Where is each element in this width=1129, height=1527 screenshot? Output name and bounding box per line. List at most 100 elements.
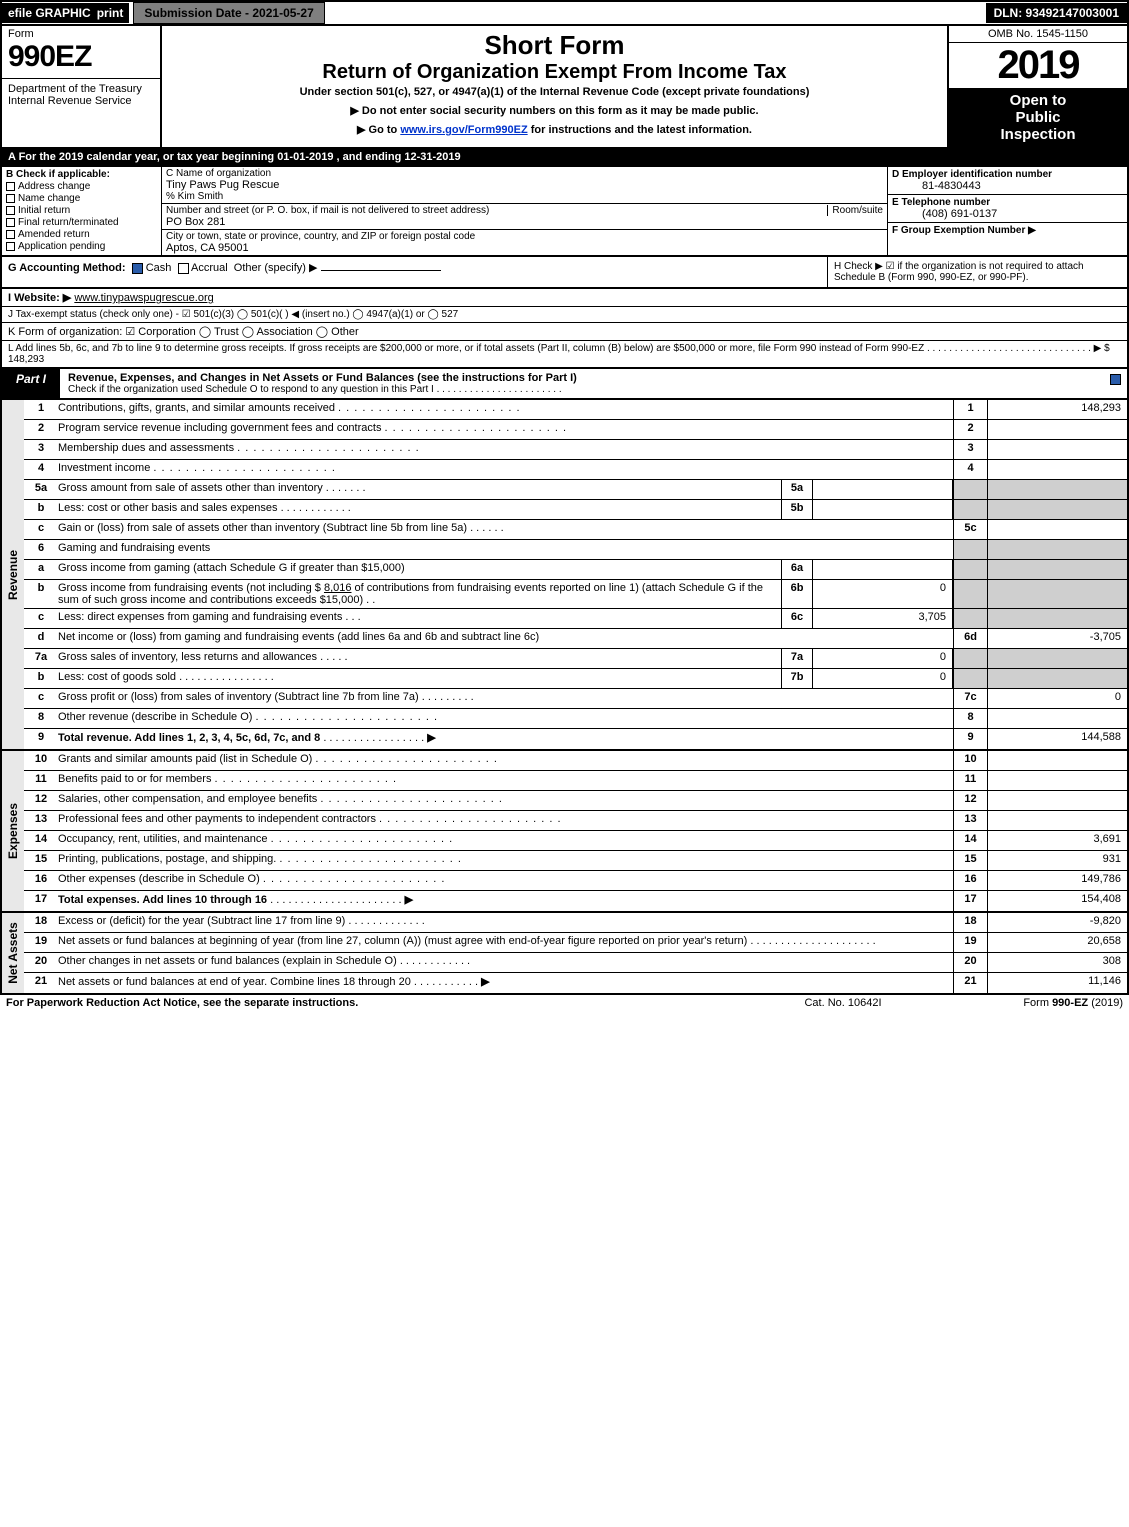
department-label: Department of the Treasury Internal Reve… <box>2 78 160 111</box>
line-6: 6 Gaming and fundraising events <box>24 540 1127 560</box>
line-5b: b Less: cost or other basis and sales ex… <box>24 500 1127 520</box>
cash-label: Cash <box>146 262 172 274</box>
section-d-e-f: D Employer identification number 81-4830… <box>887 167 1127 255</box>
netassets-block: Net Assets 18 Excess or (deficit) for th… <box>0 913 1129 995</box>
row-i: I Website: ▶ www.tinypawspugrescue.org <box>0 289 1129 307</box>
subtitle: Under section 501(c), 527, or 4947(a)(1)… <box>172 86 937 98</box>
header-left: Form 990EZ Department of the Treasury In… <box>2 26 162 147</box>
part1-schedule-o-check[interactable] <box>1097 369 1127 398</box>
line-11: 11 Benefits paid to or for members 11 <box>24 771 1127 791</box>
city-label: City or town, state or province, country… <box>166 231 883 242</box>
cb-name-change[interactable]: Name change <box>6 193 157 204</box>
line-4: 4 Investment income 4 <box>24 460 1127 480</box>
website-value: www.tinypawspugrescue.org <box>74 292 213 304</box>
group-exempt-label: F Group Exemption Number ▶ <box>892 225 1123 236</box>
line-2: 2 Program service revenue including gove… <box>24 420 1127 440</box>
cb-address-change[interactable]: Address change <box>6 181 157 192</box>
row-l: L Add lines 5b, 6c, and 7b to line 9 to … <box>0 341 1129 369</box>
line-16: 16 Other expenses (describe in Schedule … <box>24 871 1127 891</box>
section-h: H Check ▶ ☑ if the organization is not r… <box>827 257 1127 287</box>
page-footer: For Paperwork Reduction Act Notice, see … <box>0 995 1129 1011</box>
footer-left: For Paperwork Reduction Act Notice, see … <box>6 997 743 1009</box>
line-3: 3 Membership dues and assessments 3 <box>24 440 1127 460</box>
other-label: Other (specify) ▶ <box>234 262 318 274</box>
ein-label: D Employer identification number <box>892 169 1123 180</box>
phone-row: E Telephone number (408) 691-0137 <box>888 195 1127 223</box>
line-6d: d Net income or (loss) from gaming and f… <box>24 629 1127 649</box>
street-label: Number and street (or P. O. box, if mail… <box>166 205 489 216</box>
section-c: C Name of organization Tiny Paws Pug Res… <box>162 167 887 255</box>
header-center: Short Form Return of Organization Exempt… <box>162 26 947 147</box>
org-name: Tiny Paws Pug Rescue <box>166 179 883 191</box>
line-12: 12 Salaries, other compensation, and emp… <box>24 791 1127 811</box>
line-6c: c Less: direct expenses from gaming and … <box>24 609 1127 629</box>
g-label: G Accounting Method: <box>8 262 126 274</box>
org-name-label: C Name of organization <box>166 168 883 179</box>
form-header: Form 990EZ Department of the Treasury In… <box>0 26 1129 149</box>
phone-label: E Telephone number <box>892 197 1123 208</box>
group-exempt-row: F Group Exemption Number ▶ <box>888 223 1127 238</box>
line-1: 1 Contributions, gifts, grants, and simi… <box>24 400 1127 420</box>
netassets-sidelabel: Net Assets <box>2 913 24 993</box>
website-label: I Website: ▶ <box>8 292 71 304</box>
dln-number: DLN: 93492147003001 <box>986 3 1127 23</box>
line-5c: c Gain or (loss) from sale of assets oth… <box>24 520 1127 540</box>
revenue-sidelabel: Revenue <box>2 400 24 749</box>
cb-initial-return[interactable]: Initial return <box>6 205 157 216</box>
tax-year: 2019 <box>949 43 1127 88</box>
section-b: B Check if applicable: Address change Na… <box>2 167 162 255</box>
irs-link[interactable]: www.irs.gov/Form990EZ <box>400 124 527 136</box>
goto-post: for instructions and the latest informat… <box>528 124 752 136</box>
street-row: Number and street (or P. O. box, if mail… <box>162 204 887 230</box>
submission-date: Submission Date - 2021-05-27 <box>133 2 324 24</box>
cb-amended-return[interactable]: Amended return <box>6 229 157 240</box>
line-17: 17 Total expenses. Add lines 10 through … <box>24 891 1127 911</box>
footer-right: Form 990-EZ (2019) <box>943 997 1123 1009</box>
line-10: 10 Grants and similar amounts paid (list… <box>24 751 1127 771</box>
return-title: Return of Organization Exempt From Incom… <box>172 61 937 84</box>
accounting-method: G Accounting Method: Cash Accrual Other … <box>2 257 827 287</box>
city-value: Aptos, CA 95001 <box>166 242 883 254</box>
line-7c: c Gross profit or (loss) from sales of i… <box>24 689 1127 709</box>
top-bar: efile GRAPHIC print Submission Date - 20… <box>0 0 1129 26</box>
line-8: 8 Other revenue (describe in Schedule O)… <box>24 709 1127 729</box>
efile-print-block: efile GRAPHIC print <box>2 3 129 23</box>
goto-line: ▶ Go to www.irs.gov/Form990EZ for instru… <box>172 123 937 136</box>
line-6a: a Gross income from gaming (attach Sched… <box>24 560 1127 580</box>
line-21: 21 Net assets or fund balances at end of… <box>24 973 1127 993</box>
open-line2: Public <box>951 109 1125 126</box>
line-5a: 5a Gross amount from sale of assets othe… <box>24 480 1127 500</box>
line-15: 15 Printing, publications, postage, and … <box>24 851 1127 871</box>
cb-application-pending[interactable]: Application pending <box>6 241 157 252</box>
omb-number: OMB No. 1545-1150 <box>949 26 1127 43</box>
cb-final-return[interactable]: Final return/terminated <box>6 217 157 228</box>
cash-checkbox[interactable] <box>132 263 143 274</box>
line-18: 18 Excess or (deficit) for the year (Sub… <box>24 913 1127 933</box>
efile-link[interactable]: efile GRAPHIC <box>8 6 91 20</box>
no-ssn-note: ▶ Do not enter social security numbers o… <box>172 104 937 117</box>
section-b-label: B Check if applicable: <box>6 169 157 180</box>
open-line3: Inspection <box>951 126 1125 143</box>
accrual-label: Accrual <box>191 262 228 274</box>
open-public-badge: Open to Public Inspection <box>949 88 1127 147</box>
line-7a: 7a Gross sales of inventory, less return… <box>24 649 1127 669</box>
ein-value: 81-4830443 <box>892 180 1123 192</box>
accrual-checkbox[interactable] <box>178 263 189 274</box>
row-j: J Tax-exempt status (check only one) - ☑… <box>0 307 1129 323</box>
info-grid: B Check if applicable: Address change Na… <box>0 167 1129 257</box>
room-label: Room/suite <box>827 205 883 216</box>
open-line1: Open to <box>951 92 1125 109</box>
part1-title: Revenue, Expenses, and Changes in Net As… <box>60 369 1097 398</box>
print-link[interactable]: print <box>97 6 124 20</box>
line-19: 19 Net assets or fund balances at beginn… <box>24 933 1127 953</box>
expenses-sidelabel: Expenses <box>2 751 24 911</box>
row-k: K Form of organization: ☑ Corporation ◯ … <box>0 323 1129 341</box>
line-7b: b Less: cost of goods sold . . . . . . .… <box>24 669 1127 689</box>
line-6b: b Gross income from fundraising events (… <box>24 580 1127 609</box>
line-20: 20 Other changes in net assets or fund b… <box>24 953 1127 973</box>
line-14: 14 Occupancy, rent, utilities, and maint… <box>24 831 1127 851</box>
ein-row: D Employer identification number 81-4830… <box>888 167 1127 195</box>
part1-check-text: Check if the organization used Schedule … <box>68 384 1089 395</box>
row-g-h: G Accounting Method: Cash Accrual Other … <box>0 257 1129 289</box>
header-right: OMB No. 1545-1150 2019 Open to Public In… <box>947 26 1127 147</box>
